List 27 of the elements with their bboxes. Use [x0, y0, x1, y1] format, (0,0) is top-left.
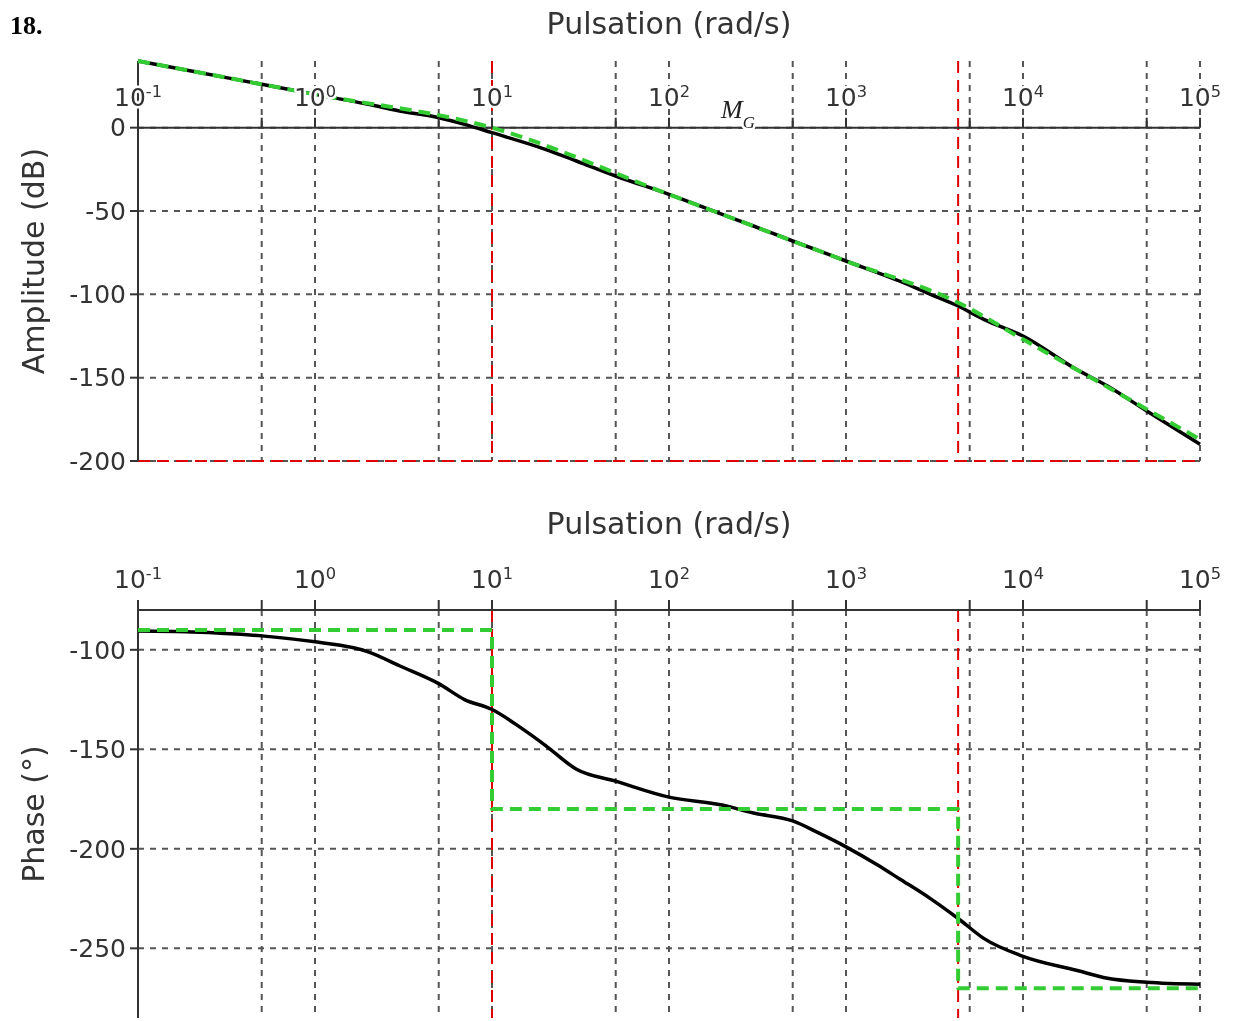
y-axis-title: Phase (°): [16, 745, 51, 883]
y-tick-label: -200: [69, 834, 126, 864]
y-tick-label: -250: [69, 934, 126, 964]
y-tick-label: -50: [85, 196, 126, 226]
x-axis-title: Pulsation (rad/s): [546, 6, 792, 41]
x-tick-label: 10$^{0}$: [293, 563, 337, 594]
x-tick-label: 10$^{2}$: [647, 81, 691, 112]
x-tick-label: 10$^{3}$: [824, 563, 868, 594]
x-tick-label: 10$^{1}$: [470, 563, 514, 594]
x-tick-label: 10$^{3}$: [824, 81, 868, 112]
x-axis-title: Pulsation (rad/s): [546, 506, 792, 541]
y-tick-label: -150: [69, 363, 126, 393]
y-axis-title: Amplitude (dB): [16, 147, 51, 375]
y-tick-label: -150: [69, 735, 126, 765]
x-tick-label: 10$^{5}$: [1178, 81, 1222, 112]
y-tick-label: -100: [69, 635, 126, 665]
x-tick-label: 10$^{-1}$: [113, 563, 163, 594]
text: 18.: [10, 11, 43, 40]
x-tick-label: 10$^{4}$: [1001, 81, 1045, 112]
x-tick-label: 10$^{1}$: [470, 81, 514, 112]
x-tick-label: 10$^{5}$: [1178, 563, 1222, 594]
x-tick-label: 10$^{2}$: [647, 563, 691, 594]
annotation: M$_{G}$: [720, 94, 755, 132]
y-tick-label: 0: [110, 113, 126, 143]
y-tick-label: -100: [69, 280, 126, 310]
x-tick-label: 10$^{4}$: [1001, 563, 1045, 594]
y-tick-label: -200: [69, 446, 126, 476]
